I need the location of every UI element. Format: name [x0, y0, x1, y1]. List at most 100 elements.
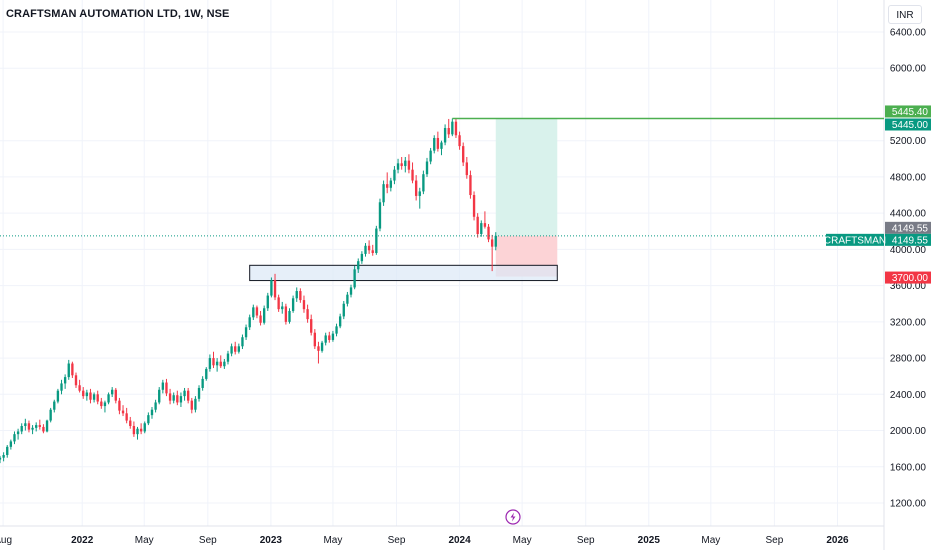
- candle-body: [165, 382, 168, 394]
- candle-body: [255, 307, 259, 316]
- target-tag-value: 5445.00: [892, 120, 929, 131]
- candle-body: [150, 409, 154, 416]
- candle-body: [197, 387, 201, 399]
- x-tick-label: Sep: [388, 535, 406, 546]
- x-tick-label: May: [135, 535, 154, 546]
- target-tag-bg: [885, 118, 931, 131]
- prev-close-tag: 4149.55: [885, 221, 931, 234]
- candle-body: [378, 202, 382, 229]
- candle-body: [100, 401, 103, 407]
- price-axis[interactable]: 1200.00 1600.00 2000.00 2400.00 2800.00 3200.…: [890, 28, 927, 510]
- candle-body: [277, 297, 280, 310]
- candle-body: [248, 317, 251, 328]
- y-tick-label: 4000.00: [890, 245, 927, 256]
- candle-body: [13, 434, 16, 442]
- y-tick-label: 4800.00: [890, 172, 927, 183]
- candle-body: [487, 226, 490, 240]
- last-price-tag-bg: [885, 233, 931, 246]
- y-tick-label: 2400.00: [890, 390, 927, 401]
- last-price-tag: 4149.55 CRAFTSMAN: [824, 233, 931, 246]
- high-tag-bg: [885, 105, 931, 118]
- candle-body: [71, 363, 74, 376]
- candle-body: [349, 287, 353, 295]
- candle-body: [422, 174, 425, 192]
- candle-body: [371, 250, 374, 254]
- candle-body: [176, 395, 179, 403]
- y-tick-label: 3600.00: [890, 281, 927, 292]
- candle-body: [24, 423, 27, 427]
- candle-body: [215, 361, 219, 366]
- candle-body: [234, 346, 237, 352]
- candle-body: [107, 394, 110, 403]
- candle-body: [60, 383, 63, 391]
- candle-body: [252, 307, 255, 318]
- candle-body: [429, 150, 432, 162]
- x-tick-label: 2024: [448, 535, 471, 546]
- candle-body: [154, 402, 157, 410]
- candle-body: [262, 308, 266, 323]
- x-tick-label: Aug: [0, 535, 12, 546]
- prev-close-tag-bg: [885, 221, 931, 234]
- candle-body: [386, 184, 389, 188]
- candle-body: [201, 378, 204, 388]
- candle-body: [85, 392, 89, 397]
- candle-body: [443, 128, 447, 143]
- candle-body: [121, 410, 125, 414]
- candle-body: [313, 332, 317, 347]
- profit-zone: [495, 118, 558, 236]
- time-axis[interactable]: Aug 2022 May Sep 2023 May Sep 2024 May Sep 2025 May…: [0, 535, 849, 546]
- x-tick-label: Sep: [577, 535, 595, 546]
- candle-body: [436, 137, 440, 149]
- x-tick-label: Sep: [199, 535, 217, 546]
- candle-body: [136, 428, 139, 435]
- candle-body: [270, 280, 273, 296]
- candle-body: [393, 169, 396, 181]
- candle-body: [317, 346, 320, 351]
- candle-body: [208, 358, 212, 369]
- candle-body: [476, 216, 479, 234]
- high-tag: 5445.40: [885, 105, 931, 118]
- candle-body: [20, 426, 23, 432]
- x-tick-label: Sep: [766, 535, 784, 546]
- candle-body: [172, 395, 175, 401]
- candle-body: [433, 137, 436, 151]
- candle-body: [462, 146, 465, 163]
- candle-body: [320, 342, 324, 351]
- candle-body: [132, 426, 136, 435]
- x-tick-label: May: [701, 535, 720, 546]
- candle-body: [357, 261, 360, 270]
- y-tick-label: 6400.00: [890, 28, 927, 39]
- candle-body: [67, 363, 70, 378]
- candle-body: [299, 291, 302, 301]
- candle-body: [244, 327, 248, 338]
- y-tick-label: 2800.00: [890, 354, 927, 365]
- x-tick-label: May: [513, 535, 532, 546]
- candle-body: [16, 431, 20, 435]
- candle-body: [205, 368, 208, 379]
- candle-body: [223, 361, 226, 367]
- candle-body: [295, 291, 298, 299]
- candle-body: [27, 423, 31, 430]
- candle-body: [266, 295, 269, 309]
- candle-body: [82, 390, 85, 397]
- candle-body: [212, 358, 215, 366]
- y-tick-label: 1600.00: [890, 462, 927, 473]
- candle-body: [96, 394, 99, 402]
- candle-body: [440, 142, 443, 149]
- currency-button[interactable]: INR: [888, 5, 922, 24]
- candle-body: [400, 163, 403, 167]
- candle-body: [31, 427, 34, 430]
- candle-body: [226, 353, 230, 362]
- candle-body: [35, 425, 38, 428]
- candle-body: [0, 457, 2, 460]
- markers: [505, 509, 521, 525]
- candle-body: [288, 310, 291, 322]
- candle-body: [111, 389, 114, 395]
- candle-body: [306, 309, 309, 320]
- candle-body: [342, 303, 345, 317]
- candle-body: [194, 398, 197, 410]
- candle-body: [114, 389, 117, 401]
- zones: [249, 118, 558, 282]
- candle-body: [454, 121, 458, 136]
